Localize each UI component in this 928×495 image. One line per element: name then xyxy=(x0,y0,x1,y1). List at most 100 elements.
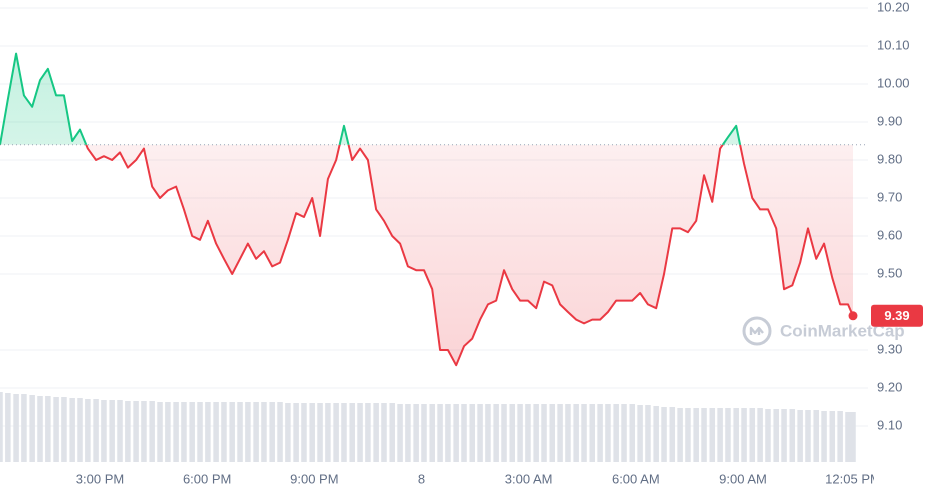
volume-bar xyxy=(445,404,451,462)
volume-bar xyxy=(181,402,187,462)
volume-bar xyxy=(453,404,459,462)
volume-bar xyxy=(837,411,843,462)
volume-bar xyxy=(357,403,363,462)
volume-bar xyxy=(477,404,483,462)
price-line-below xyxy=(0,144,854,367)
volume-bar xyxy=(573,404,579,462)
volume-bar xyxy=(829,411,836,462)
volume-bar xyxy=(629,404,636,462)
volume-bar xyxy=(245,402,251,462)
price-tag-label: 9.39 xyxy=(884,308,909,323)
y-tick-label: 9.60 xyxy=(877,227,902,242)
volume-bar xyxy=(69,398,75,462)
volume-bar xyxy=(741,408,747,462)
volume-bar xyxy=(109,400,115,462)
volume-bar xyxy=(685,408,691,462)
volume-bar xyxy=(101,400,107,462)
volume-bar xyxy=(597,404,603,462)
volume-bar xyxy=(261,402,267,462)
volume-bar xyxy=(141,401,147,462)
volume-bar xyxy=(77,398,83,462)
volume-bar xyxy=(29,395,35,462)
volume-bar xyxy=(293,403,299,462)
volume-bar xyxy=(725,408,731,462)
volume-bar xyxy=(469,404,475,462)
volume-bar xyxy=(365,403,371,462)
y-tick-label: 9.30 xyxy=(877,341,902,356)
volume-bar xyxy=(133,401,139,462)
y-tick-label: 9.70 xyxy=(877,189,902,204)
volume-bar xyxy=(349,403,355,462)
volume-bar xyxy=(213,402,219,462)
area-below xyxy=(86,144,853,366)
volume-bar xyxy=(269,402,275,462)
volume-bar xyxy=(501,404,507,462)
volume-bar xyxy=(437,404,443,462)
volume-bar xyxy=(637,405,643,462)
volume-bar xyxy=(413,404,419,462)
volume-bar xyxy=(805,410,811,462)
volume-bar xyxy=(493,404,499,462)
watermark-logo xyxy=(742,316,772,346)
volume-bar xyxy=(797,410,803,462)
x-tick-label: 8 xyxy=(418,471,425,486)
volume-bar xyxy=(333,403,339,462)
last-point xyxy=(848,311,858,321)
x-tick-label: 6:00 AM xyxy=(612,471,660,486)
volume-bar xyxy=(509,404,515,462)
volume-bar xyxy=(117,400,123,462)
volume-bar xyxy=(125,401,131,462)
volume-bar xyxy=(429,404,435,462)
volume-bar xyxy=(0,392,3,462)
volume-bar xyxy=(653,406,659,462)
volume-bar xyxy=(325,403,331,462)
volume-bar xyxy=(605,404,611,462)
volume-bar xyxy=(309,403,315,462)
volume-bar xyxy=(661,407,667,462)
x-axis-labels: 3:00 PM 6:00 PM 9:00 PM 8 3:00 AM 6:00 AM 9:00… xyxy=(76,471,881,486)
x-tick-label: 9:00 AM xyxy=(719,471,767,486)
volume-bar xyxy=(205,402,211,462)
volume-bar xyxy=(173,402,179,462)
volume-bar xyxy=(13,394,19,462)
x-tick-label: 6:00 PM xyxy=(183,471,231,486)
volume-bar xyxy=(221,402,227,462)
volume-bar xyxy=(549,404,555,462)
volume-bar xyxy=(373,403,379,462)
volume-bar xyxy=(749,408,756,462)
volume-bar xyxy=(589,404,596,462)
volume-bar xyxy=(341,403,347,462)
volume-bar xyxy=(85,399,91,462)
volume-bar xyxy=(557,404,563,462)
volume-bar xyxy=(645,405,651,462)
volume-bar xyxy=(789,409,796,462)
volume-bar xyxy=(189,402,195,462)
volume-bar xyxy=(397,404,403,462)
volume-bar xyxy=(421,404,427,462)
volume-bar xyxy=(733,408,739,462)
x-tick-label: 9:00 PM xyxy=(290,471,338,486)
volume-bar xyxy=(621,404,627,462)
volume-bar xyxy=(693,408,699,462)
volume-bar xyxy=(565,404,571,462)
volume-bar xyxy=(765,409,771,462)
volume-bar xyxy=(61,397,67,462)
volume-bar xyxy=(197,402,203,462)
volume-bar xyxy=(317,403,323,462)
x-tick-label: 12:05 PM xyxy=(825,471,881,486)
volume-bar xyxy=(45,396,51,462)
volume-bar xyxy=(253,402,259,462)
volume-bar xyxy=(781,409,787,462)
volume-bar xyxy=(845,412,851,462)
volume-bar xyxy=(21,394,27,462)
volume-bar xyxy=(389,403,395,462)
volume-bar xyxy=(773,409,779,462)
volume-bar xyxy=(461,404,467,462)
volume-bar xyxy=(485,404,491,462)
volume-bar xyxy=(525,404,531,462)
volume-bar xyxy=(405,404,411,462)
x-tick-label: 3:00 AM xyxy=(505,471,553,486)
volume-bar xyxy=(165,402,171,462)
volume-bar xyxy=(613,404,619,462)
volume-bar xyxy=(381,403,387,462)
